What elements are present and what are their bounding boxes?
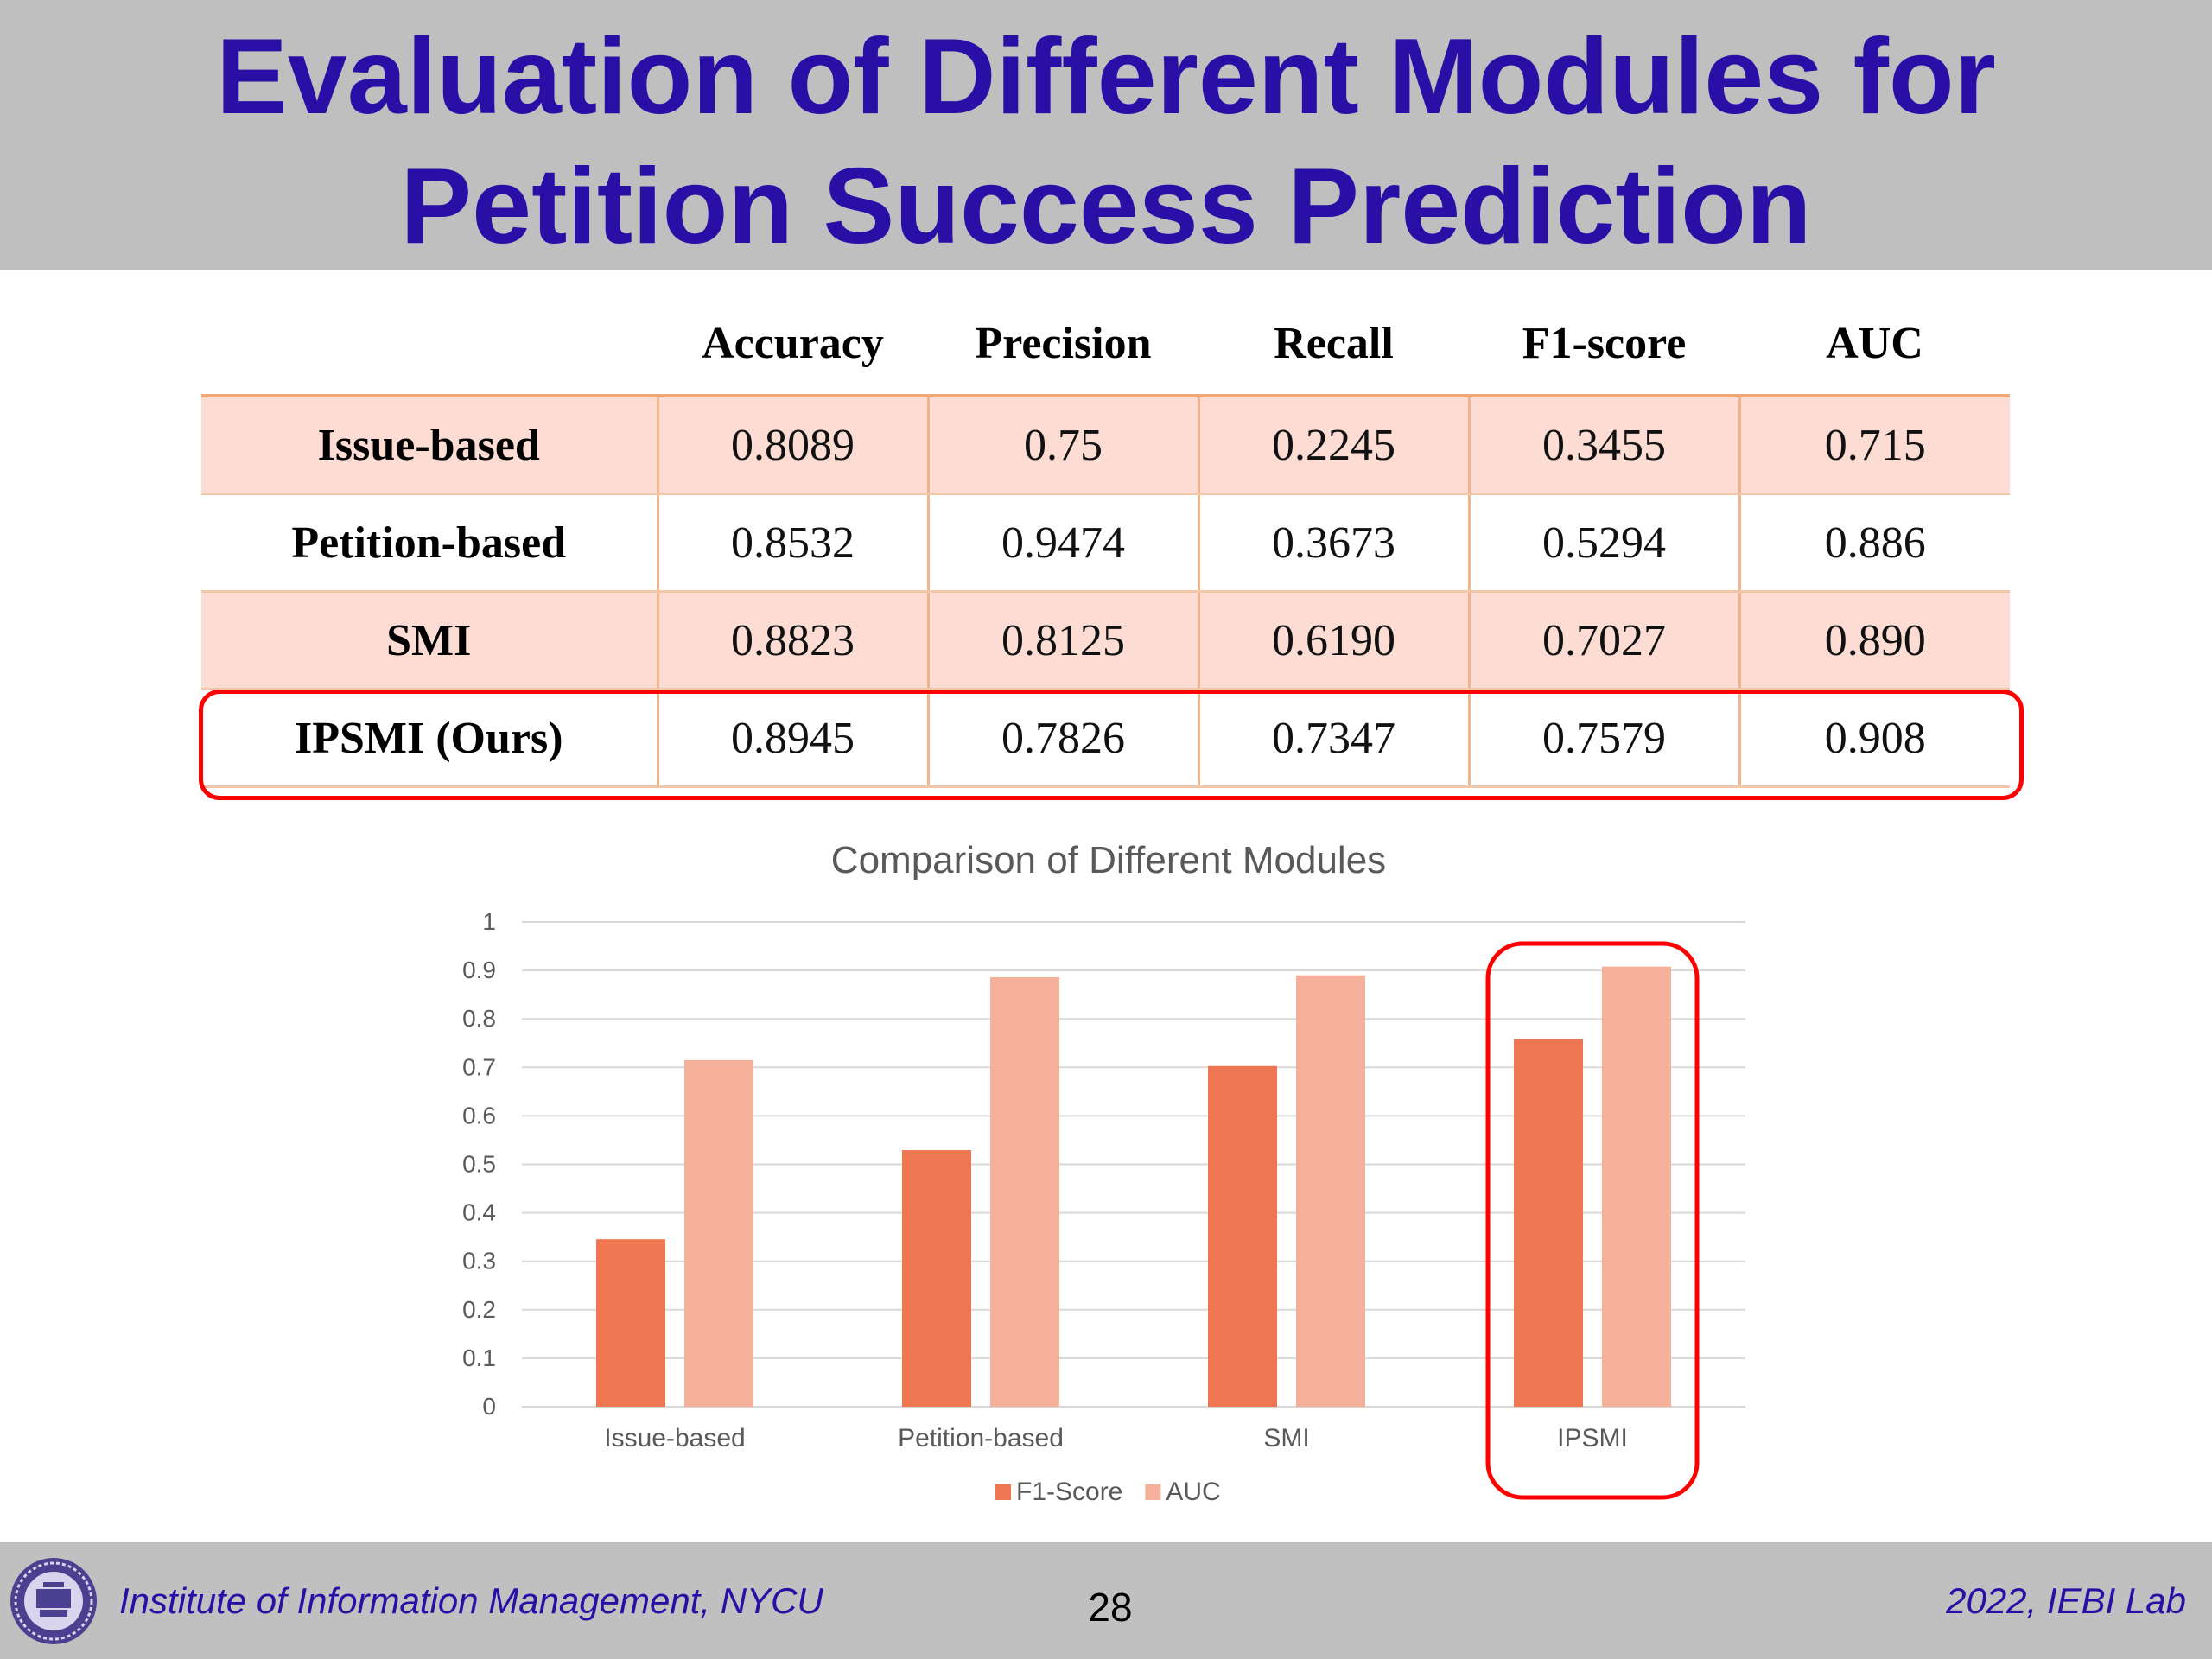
legend-label: AUC	[1166, 1478, 1220, 1506]
table-cell: 0.5294	[1467, 493, 1741, 593]
table-cell: 0.8945	[656, 689, 930, 788]
chart-legend: F1-Score AUC	[995, 1478, 1221, 1506]
bar-auc	[684, 1059, 753, 1407]
results-table-wrapper: Accuracy Precision Recall F1-score AUC I…	[201, 292, 2010, 788]
table-cell: 0.3455	[1467, 394, 1741, 495]
table-cell: 0.3673	[1197, 493, 1471, 593]
legend-swatch	[995, 1484, 1011, 1500]
table-cell: 0.890	[1738, 591, 2010, 690]
bar-auc	[1602, 966, 1671, 1407]
table-cell: 0.9474	[926, 493, 1200, 593]
y-tick-label: 0.1	[462, 1344, 496, 1371]
table-cell: 0.75	[926, 394, 1200, 495]
table-cell: 0.8089	[656, 394, 930, 495]
y-tick-label: 0.8	[462, 1005, 496, 1032]
footer-institute: Institute of Information Management, NYC…	[119, 1580, 823, 1621]
y-tick-label: 0.7	[462, 1053, 496, 1080]
legend-swatch	[1145, 1484, 1161, 1500]
results-table: Accuracy Precision Recall F1-score AUC I…	[201, 292, 2010, 788]
bar-f1-score	[902, 1150, 971, 1407]
table-cell: 0.715	[1738, 394, 2010, 495]
y-tick-label: 0.4	[462, 1199, 496, 1226]
slide-title-line-1: Evaluation of Different Modules for	[216, 17, 1996, 137]
x-tick-label: Issue-based	[604, 1424, 745, 1452]
table-cell: 0.7347	[1197, 689, 1471, 788]
legend-label: F1-Score	[1016, 1478, 1122, 1506]
x-tick-label: IPSMI	[1557, 1424, 1628, 1452]
slide-title: Evaluation of Different Modules for Peti…	[0, 12, 2212, 271]
table-cell: 0.7579	[1467, 689, 1741, 788]
x-tick-label: SMI	[1263, 1424, 1309, 1452]
table-cell: 0.6190	[1197, 591, 1471, 690]
chart-title: Comparison of Different Modules	[831, 839, 1386, 881]
table-header-cell: Recall	[1274, 318, 1394, 368]
bar-f1-score	[596, 1239, 665, 1407]
table-cell: 0.886	[1738, 493, 2010, 593]
table-header-cell: Accuracy	[702, 318, 884, 368]
y-axis-ticks: 0 0.1 0.2 0.3 0.4 0.5 0.6 0.7 0.8 0.9 1	[462, 908, 496, 1420]
nycu-seal-icon	[10, 1558, 97, 1644]
table-header-cell: AUC	[1826, 318, 1923, 368]
table-cell: 0.2245	[1197, 394, 1471, 495]
slide-header: Evaluation of Different Modules for Peti…	[0, 0, 2212, 270]
chart-container: Comparison of Different Modules 0 0.1 0.2 0…	[415, 825, 1797, 1529]
y-tick-label: 0.3	[462, 1248, 496, 1274]
slide-title-line-2: Petition Success Prediction	[400, 147, 1812, 266]
row-label: SMI	[201, 591, 659, 690]
table-header-row: Accuracy Precision Recall F1-score AUC	[201, 292, 2010, 396]
bar-auc	[1296, 975, 1365, 1407]
bar-f1-score	[1514, 1039, 1583, 1407]
page-number: 28	[1088, 1585, 1133, 1630]
x-axis-labels: Issue-based Petition-based SMI IPSMI	[604, 1424, 1628, 1452]
table-header-cell: F1-score	[1522, 318, 1687, 368]
y-tick-label: 0.9	[462, 957, 496, 983]
table-cell: 0.7826	[926, 689, 1200, 788]
bar-chart: Comparison of Different Modules 00.10.20…	[462, 839, 1745, 1506]
y-tick-label: 0	[482, 1393, 496, 1420]
table-header-cell: Precision	[975, 318, 1152, 368]
x-tick-label: Petition-based	[898, 1424, 1064, 1452]
footer-lab: 2022, IEBI Lab	[1946, 1580, 2186, 1621]
bar-auc	[990, 976, 1059, 1407]
table-cell: 0.8532	[656, 493, 930, 593]
table-row: Issue-based 0.8089 0.75 0.2245 0.3455 0.…	[201, 394, 2010, 495]
table-row-highlighted: IPSMI (Ours) 0.8945 0.7826 0.7347 0.7579…	[201, 689, 2010, 788]
table-cell: 0.908	[1738, 689, 2010, 788]
table-cell: 0.7027	[1467, 591, 1741, 690]
table-header-cell	[201, 292, 658, 396]
table-cell: 0.8823	[656, 591, 930, 690]
chart-highlight-box	[1485, 941, 1700, 1500]
y-tick-label: 1	[482, 908, 496, 935]
row-label: Issue-based	[201, 394, 659, 495]
y-tick-label: 0.5	[462, 1151, 496, 1178]
y-tick-label: 0.2	[462, 1296, 496, 1323]
bar-f1-score	[1208, 1065, 1277, 1407]
table-cell: 0.8125	[926, 591, 1200, 690]
row-label: IPSMI (Ours)	[201, 689, 659, 788]
table-row: Petition-based 0.8532 0.9474 0.3673 0.52…	[201, 493, 2010, 593]
table-row: SMI 0.8823 0.8125 0.6190 0.7027 0.890	[201, 591, 2010, 690]
y-tick-label: 0.6	[462, 1102, 496, 1128]
row-label: Petition-based	[201, 493, 659, 593]
chart-bars	[596, 966, 1671, 1407]
slide-footer: Institute of Information Management, NYC…	[0, 1542, 2212, 1659]
